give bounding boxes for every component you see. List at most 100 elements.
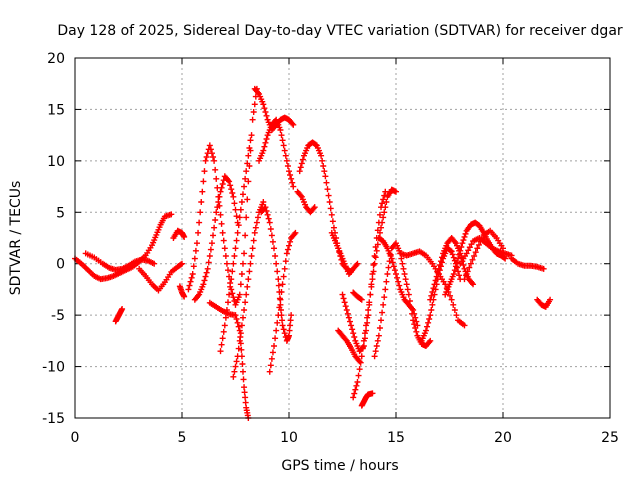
data-point: [413, 328, 420, 335]
data-point: [234, 319, 241, 326]
data-point: [371, 253, 378, 259]
data-point: [427, 337, 434, 344]
data-point: [430, 285, 437, 292]
data-point: [192, 247, 199, 254]
data-point: [340, 295, 347, 302]
data-point: [232, 245, 239, 252]
data-point: [382, 204, 389, 211]
data-point: [219, 229, 226, 236]
data-point: [381, 294, 388, 301]
data-point: [200, 281, 207, 288]
data-point: [328, 211, 335, 218]
data-point: [283, 157, 290, 164]
data-point: [271, 245, 278, 252]
data-point: [350, 394, 357, 401]
data-point: [382, 286, 389, 293]
series-t32: [508, 255, 547, 272]
data-point: [262, 204, 269, 211]
data-point: [236, 214, 243, 221]
data-point: [208, 150, 215, 157]
data-point: [372, 348, 379, 355]
data-point: [207, 146, 214, 153]
data-point: [330, 224, 337, 231]
data-point: [411, 310, 418, 317]
series-t2: [82, 250, 158, 273]
data-point: [452, 263, 459, 270]
data-point: [350, 330, 357, 337]
data-point: [279, 317, 286, 324]
data-point: [471, 253, 478, 259]
data-point: [267, 226, 274, 232]
y-tick-label: -5: [51, 308, 65, 324]
data-point: [269, 238, 276, 245]
data-point: [434, 269, 441, 276]
data-point: [371, 260, 378, 267]
data-point: [450, 271, 457, 277]
data-point: [464, 268, 471, 275]
data-point: [186, 282, 193, 289]
data-point: [465, 247, 472, 254]
data-point: [249, 245, 256, 252]
data-point: [266, 219, 273, 226]
series-t33: [534, 296, 554, 310]
data-point: [216, 193, 223, 200]
data-point: [236, 337, 243, 344]
series-t14: [258, 204, 295, 344]
data-point: [461, 233, 468, 240]
data-point: [455, 255, 462, 262]
data-point: [385, 264, 392, 271]
data-point: [212, 166, 219, 173]
data-point: [449, 251, 456, 258]
y-tick-label: -15: [42, 411, 65, 427]
data-point: [282, 152, 289, 159]
data-point: [357, 359, 364, 366]
data-point: [460, 262, 467, 268]
data-point: [250, 237, 257, 244]
data-point: [239, 260, 246, 267]
data-point: [241, 384, 248, 391]
data-point: [281, 147, 288, 154]
data-point: [461, 322, 468, 329]
data-point: [427, 296, 434, 303]
data-point: [241, 307, 248, 313]
data-point: [383, 199, 390, 205]
data-point: [402, 276, 409, 283]
data-point: [448, 248, 455, 255]
data-point: [412, 314, 419, 321]
data-point: [287, 317, 294, 324]
data-point: [238, 199, 245, 205]
data-point: [310, 205, 317, 212]
data-point: [298, 160, 305, 167]
x-tick-label: 5: [178, 430, 187, 446]
y-tick-label: 15: [47, 102, 65, 118]
data-point: [277, 296, 284, 303]
data-point: [500, 245, 506, 252]
data-point: [234, 353, 241, 360]
data-point: [399, 260, 406, 267]
data-point: [191, 255, 198, 262]
data-point: [284, 246, 291, 253]
data-point: [383, 278, 390, 285]
data-point: [373, 343, 380, 349]
x-axis-label: GPS time / hours: [281, 458, 398, 474]
data-point: [231, 253, 238, 259]
data-point: [463, 250, 470, 257]
series-t13: [256, 116, 297, 190]
data-point: [346, 318, 353, 325]
data-point: [233, 358, 240, 365]
data-point: [229, 268, 236, 275]
data-point: [177, 261, 184, 268]
data-point: [460, 237, 467, 244]
data-point: [260, 101, 267, 108]
data-point: [376, 211, 383, 218]
series-t7: [185, 85, 260, 308]
data-point: [357, 295, 364, 302]
data-point: [189, 271, 196, 277]
data-point: [289, 179, 296, 186]
data-point: [469, 256, 476, 263]
data-point: [422, 327, 429, 334]
data-point: [378, 224, 385, 231]
series-t10: [217, 137, 254, 355]
series-t22: [350, 289, 365, 303]
data-point: [436, 262, 443, 268]
